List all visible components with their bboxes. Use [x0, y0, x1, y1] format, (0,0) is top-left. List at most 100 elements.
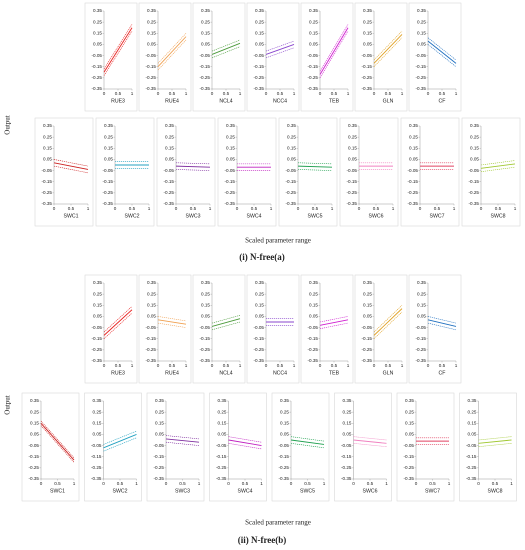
band-line: [290, 436, 325, 442]
y-tick-label: 0.05: [468, 432, 477, 437]
x-tick-label: 0.5: [495, 206, 502, 211]
band-line: [265, 40, 295, 52]
y-tick-label: 0.05: [417, 42, 426, 47]
band-line: [175, 162, 211, 165]
y-tick-label: 0.15: [309, 31, 318, 36]
y-tick-label: -0.35: [416, 358, 427, 363]
panel-title: SWC4: [238, 488, 253, 494]
y-tick-label: 0.15: [255, 31, 264, 36]
y-tick-label: 0.25: [280, 409, 289, 414]
y-tick-label: 0.05: [155, 432, 164, 437]
x-tick-label: 0.5: [169, 91, 176, 96]
panel-title: SWC1: [50, 488, 65, 494]
y-tick-label: 0.25: [165, 134, 174, 139]
y-tick-label: -0.15: [225, 179, 236, 184]
mean-line: [103, 434, 137, 449]
x-tick-label: 0: [373, 91, 376, 96]
band-line: [165, 441, 200, 446]
y-tick-label: 0.05: [147, 42, 156, 47]
y-tick-label: 0.15: [363, 303, 372, 308]
panel-title: TEB: [329, 370, 340, 376]
y-tick-label: -0.15: [42, 179, 53, 184]
y-tick-label: 0.15: [287, 146, 296, 151]
band-line: [480, 166, 516, 172]
panel-frame: [278, 117, 338, 227]
panel-title: TEB: [329, 98, 340, 104]
y-tick-label: -0.35: [91, 476, 102, 481]
y-tick-label: -0.05: [91, 443, 102, 448]
band-line: [103, 312, 133, 339]
y-tick-label: 0.15: [343, 421, 352, 426]
x-tick-label: 0: [157, 363, 160, 368]
panel-frame: [138, 2, 192, 112]
panel-title: SWC6: [363, 488, 378, 494]
y-tick-label: 0.25: [218, 409, 227, 414]
y-tick-label: -0.25: [42, 190, 53, 195]
y-tick-label: -0.35: [200, 86, 211, 91]
y-tick-label: -0.05: [254, 53, 265, 58]
y-tick-label: -0.35: [29, 476, 40, 481]
x-tick-label: 0.5: [439, 363, 446, 368]
y-tick-label: -0.15: [362, 64, 373, 69]
y-tick-label: 0.05: [363, 42, 372, 47]
y-tick-label: -0.05: [308, 325, 319, 330]
y-tick-label: 0.25: [405, 409, 414, 414]
y-tick-label: -0.05: [154, 443, 165, 448]
y-tick-label: -0.05: [469, 168, 480, 173]
y-tick-label: 0.35: [348, 123, 357, 128]
band-line: [211, 46, 241, 59]
y-tick-label: 0.25: [348, 134, 357, 139]
y-tick-label: -0.25: [362, 75, 373, 80]
y-tick-label: 0.35: [417, 280, 426, 285]
x-tick-label: 1: [401, 363, 404, 368]
mean-line: [319, 27, 349, 75]
panel-frame: [95, 117, 155, 227]
x-tick-label: 1: [510, 481, 513, 486]
y-tick-label: 0.15: [417, 303, 426, 308]
y-tick-label: 0.35: [226, 123, 235, 128]
y-tick-label: -0.25: [216, 465, 227, 470]
y-tick-label: 0.15: [255, 303, 264, 308]
x-tick-label: 0: [297, 206, 300, 211]
y-tick-label: 0.25: [226, 134, 235, 139]
y-tick-label: 0.15: [93, 421, 102, 426]
y-tick-label: 0.25: [343, 409, 352, 414]
x-tick-label: 0.5: [385, 91, 392, 96]
panel-title: SWC5: [308, 213, 323, 219]
band-line: [175, 169, 211, 171]
y-tick-label: -0.35: [146, 86, 157, 91]
x-tick-label: 1: [385, 481, 388, 486]
y-tick-label: 0.15: [226, 146, 235, 151]
x-tick-label: 1: [347, 363, 350, 368]
y-tick-label: -0.25: [164, 190, 175, 195]
x-tick-label: 0.5: [312, 206, 319, 211]
y-tick-label: 0.05: [255, 314, 264, 319]
y-tick-label: -0.15: [92, 336, 103, 341]
band-line: [290, 443, 325, 449]
y-tick-label: 0.35: [201, 280, 210, 285]
y-tick-label: -0.05: [408, 168, 419, 173]
x-tick-label: 0.5: [367, 481, 374, 486]
y-tick-label: -0.05: [404, 443, 415, 448]
x-tick-label: 0: [211, 363, 214, 368]
y-tick-label: -0.35: [308, 86, 319, 91]
y-tick-label: 0.35: [93, 8, 102, 13]
mean-line: [265, 44, 295, 55]
y-tick-label: 0.05: [343, 432, 352, 437]
y-tick-label: -0.15: [200, 64, 211, 69]
y-tick-label: 0.15: [363, 31, 372, 36]
y-tick-label: -0.15: [308, 336, 319, 341]
y-tick-label: 0.15: [104, 146, 113, 151]
y-tick-label: -0.05: [279, 443, 290, 448]
y-tick-label: 0.15: [30, 421, 39, 426]
x-tick-label: 0.5: [242, 481, 249, 486]
x-tick-label: 0.5: [115, 91, 122, 96]
y-tick-label: -0.05: [362, 325, 373, 330]
panel-title: CF: [439, 98, 446, 104]
y-tick-label: -0.05: [347, 168, 358, 173]
panel-frame: [156, 117, 216, 227]
y-tick-label: -0.15: [254, 64, 265, 69]
band-line: [157, 33, 187, 64]
y-tick-label: -0.35: [254, 358, 265, 363]
panel-frame: [217, 117, 277, 227]
